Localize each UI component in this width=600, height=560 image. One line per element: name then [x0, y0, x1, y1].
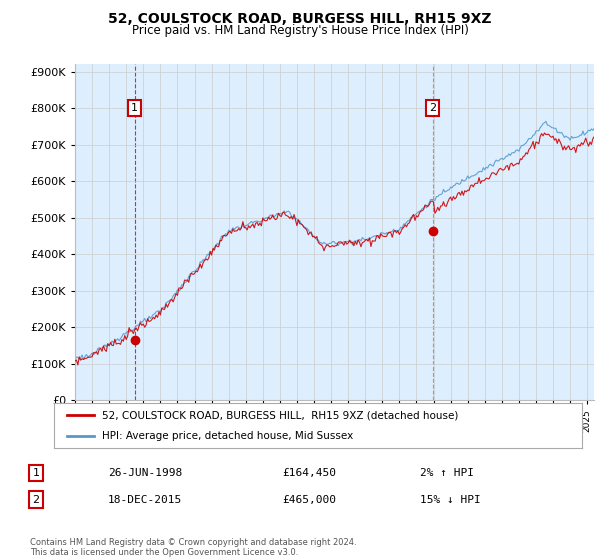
Text: 2% ↑ HPI: 2% ↑ HPI: [420, 468, 474, 478]
Text: 15% ↓ HPI: 15% ↓ HPI: [420, 494, 481, 505]
Text: 2: 2: [32, 494, 40, 505]
Text: 26-JUN-1998: 26-JUN-1998: [108, 468, 182, 478]
Text: 1: 1: [131, 103, 138, 113]
Text: 52, COULSTOCK ROAD, BURGESS HILL,  RH15 9XZ (detached house): 52, COULSTOCK ROAD, BURGESS HILL, RH15 9…: [101, 410, 458, 421]
Text: Price paid vs. HM Land Registry's House Price Index (HPI): Price paid vs. HM Land Registry's House …: [131, 24, 469, 37]
Text: £465,000: £465,000: [282, 494, 336, 505]
Text: 2: 2: [429, 103, 436, 113]
Text: Contains HM Land Registry data © Crown copyright and database right 2024.
This d: Contains HM Land Registry data © Crown c…: [30, 538, 356, 557]
Text: £164,450: £164,450: [282, 468, 336, 478]
Text: 52, COULSTOCK ROAD, BURGESS HILL, RH15 9XZ: 52, COULSTOCK ROAD, BURGESS HILL, RH15 9…: [108, 12, 492, 26]
Text: 1: 1: [32, 468, 40, 478]
Text: HPI: Average price, detached house, Mid Sussex: HPI: Average price, detached house, Mid …: [101, 431, 353, 441]
Text: 18-DEC-2015: 18-DEC-2015: [108, 494, 182, 505]
